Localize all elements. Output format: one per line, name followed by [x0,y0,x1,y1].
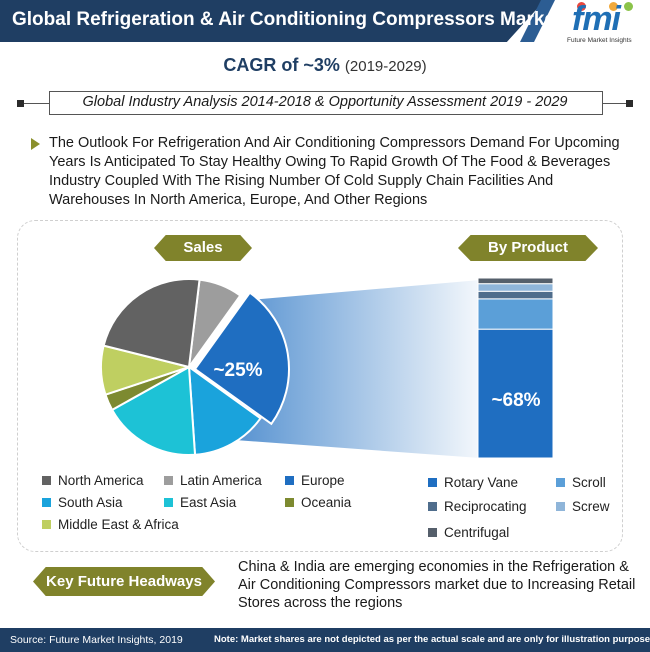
legend-item-scroll: Scroll [556,475,606,490]
legend-swatch [42,520,51,529]
legend-swatch [428,528,437,537]
logo-dot-1 [577,2,586,11]
legend-label: Rotary Vane [444,475,519,490]
legend-label: Scroll [572,475,606,490]
legend-swatch [556,502,565,511]
legend-item-oceania: Oceania [285,495,351,510]
page-title: Global Refrigeration & Air Conditioning … [12,9,562,30]
legend-swatch [164,498,173,507]
footer-bar [0,628,650,652]
legend-item-europe: Europe [285,473,345,488]
legend-label: Reciprocating [444,499,527,514]
legend-label: East Asia [180,495,237,510]
legend-item-south-asia: South Asia [42,495,123,510]
legend-item-latin-america: Latin America [164,473,262,488]
legend-label: Latin America [180,473,262,488]
cagr-period: (2019-2029) [344,58,427,75]
cagr-heading: CAGR of ~3% (2019-2029) [0,55,650,76]
legend-item-reciprocating: Reciprocating [428,499,527,514]
cagr-label: CAGR of ~3% [223,55,340,75]
legend-item-middle-east-and-africa: Middle East & Africa [42,517,179,532]
legend-label: South Asia [58,495,123,510]
chart-panel [17,220,623,552]
key-headways-text: China & India are emerging economies in … [238,559,636,611]
key-headways-badge: Key Future Headways [33,567,215,596]
chevron-right-icon [31,138,40,150]
legend-item-north-america: North America [42,473,144,488]
legend-label: Centrifugal [444,525,510,540]
banner-right-square [626,100,633,107]
banner-box [49,91,603,115]
legend-swatch [42,498,51,507]
analysis-banner-text: Global Industry Analysis 2014-2018 & Opp… [82,94,568,110]
legend-swatch [428,502,437,511]
outlook-paragraph: The Outlook For Refrigeration And Air Co… [49,135,620,208]
legend-item-screw: Screw [556,499,610,514]
fmi-logo [567,2,645,48]
logo-subtitle: Future Market Insights [567,37,632,44]
header-banner [0,0,545,42]
legend-item-centrifugal: Centrifugal [428,525,509,540]
legend-label: Middle East & Africa [58,517,179,532]
logo-dot-3 [624,2,633,11]
legend-label: Europe [301,473,345,488]
legend-label: Oceania [301,495,352,510]
logo-wordmark: fmi [572,0,621,38]
legend-swatch [556,478,565,487]
sales-chart-title: Sales [154,235,252,261]
logo-dot-2 [609,2,618,11]
legend-swatch [285,498,294,507]
legend-swatch [42,476,51,485]
banner-left-square [17,100,24,107]
product-chart-title: By Product [458,235,598,261]
legend-label: Screw [572,499,610,514]
legend-item-rotary-vane: Rotary Vane [428,475,518,490]
legend-swatch [164,476,173,485]
source-note: Source: Future Market Insights, 2019 [10,634,183,646]
disclaimer-note: Note: Market shares are not depicted as … [214,634,650,645]
legend-label: North America [58,473,144,488]
legend-item-east-asia: East Asia [164,495,236,510]
legend-swatch [285,476,294,485]
legend-swatch [428,478,437,487]
